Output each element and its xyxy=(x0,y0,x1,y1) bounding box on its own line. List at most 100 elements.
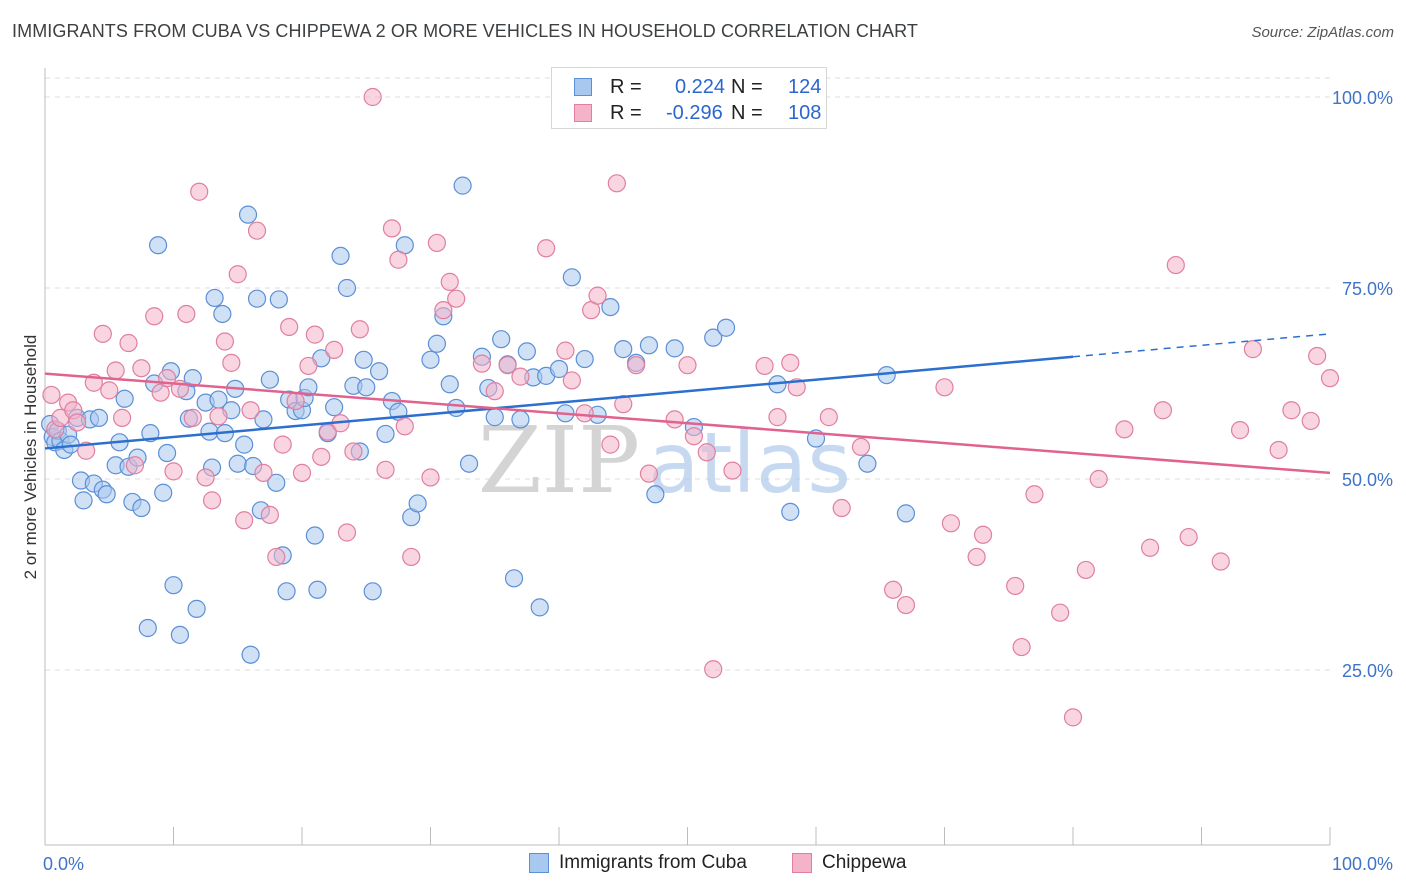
legend-n-value: 108 xyxy=(788,102,822,124)
cuba-point xyxy=(337,278,357,298)
chippewa-point xyxy=(299,356,318,376)
chippewa-point xyxy=(112,408,132,427)
chippewa-point xyxy=(896,595,916,615)
chippewa-point xyxy=(588,286,607,305)
chippewa-point xyxy=(472,354,491,373)
cuba-point xyxy=(187,599,206,618)
chippewa-point xyxy=(781,353,800,372)
cuba-point xyxy=(200,422,219,441)
cuba-point xyxy=(89,408,109,427)
chippewa-point xyxy=(395,417,414,436)
cuba-point xyxy=(704,328,723,347)
cuba-point xyxy=(115,389,134,408)
chippewa-point xyxy=(511,367,530,386)
chippewa-point xyxy=(832,498,851,518)
chippewa-point xyxy=(1320,369,1340,388)
chippewa-point xyxy=(273,435,292,454)
cuba-point xyxy=(138,618,157,638)
bottom-legend-swatch-cuba xyxy=(529,853,549,873)
chippewa-point xyxy=(973,525,993,544)
chippewa-point xyxy=(260,505,279,525)
chippewa-point xyxy=(787,378,806,397)
cuba-point xyxy=(562,268,581,287)
chippewa-point xyxy=(183,408,202,427)
chippewa-point xyxy=(704,660,723,679)
y-tick-label: 50.0% xyxy=(1342,470,1393,490)
watermark-zip: ZIP xyxy=(478,407,640,514)
cuba-point xyxy=(164,576,183,595)
cuba-point xyxy=(205,288,224,308)
cuba-point xyxy=(614,340,633,359)
cuba-point xyxy=(97,485,116,504)
chippewa-point xyxy=(209,407,228,426)
chippewa-point xyxy=(1153,401,1173,420)
chippewa-point xyxy=(106,361,125,380)
y-axis-label: 2 or more Vehicles in Household xyxy=(21,335,40,580)
chippewa-point xyxy=(1012,637,1031,657)
cuba-point xyxy=(447,398,466,418)
cuba-point xyxy=(896,504,916,523)
chippewa-point xyxy=(427,233,447,253)
chippewa-point xyxy=(190,182,209,201)
chippewa-point xyxy=(164,462,183,481)
legend-n-label: N = xyxy=(731,102,763,124)
cuba-point xyxy=(370,362,389,381)
cuba-point xyxy=(154,483,173,502)
chippewa-point xyxy=(447,289,466,308)
y-tick-label: 75.0% xyxy=(1342,279,1393,299)
cuba-point xyxy=(504,569,524,588)
chippewa-point xyxy=(305,325,324,344)
chippewa-point xyxy=(376,460,395,479)
chippewa-point xyxy=(684,427,704,446)
chippewa-point xyxy=(819,408,838,427)
chippewa-point xyxy=(312,447,331,466)
chippewa-point xyxy=(626,356,646,375)
chippewa-point xyxy=(119,333,138,353)
chippewa-point xyxy=(1308,346,1327,366)
chart-title: IMMIGRANTS FROM CUBA VS CHIPPEWA 2 OR MO… xyxy=(12,21,918,41)
chippewa-point xyxy=(241,401,260,420)
chippewa-point xyxy=(434,301,453,320)
cuba-point xyxy=(453,176,472,195)
chippewa-point xyxy=(1211,552,1230,571)
chippewa-point xyxy=(280,317,299,337)
chippewa-point xyxy=(1076,560,1095,580)
chippewa-point xyxy=(755,356,774,376)
chippewa-point xyxy=(440,272,459,291)
chippewa-point xyxy=(1025,485,1044,504)
chippewa-point xyxy=(639,464,659,483)
chippewa-point xyxy=(286,391,305,411)
chippewa-point xyxy=(196,468,215,487)
chippewa-point xyxy=(363,87,382,107)
chippewa-point xyxy=(537,239,556,258)
chippewa-point xyxy=(941,514,961,533)
chippewa-point xyxy=(601,435,620,454)
legend-n-label: N = xyxy=(731,76,763,98)
legend-r-label: R = xyxy=(610,76,642,98)
chippewa-point xyxy=(556,341,575,360)
chippewa-point xyxy=(575,404,594,423)
chippewa-point xyxy=(100,381,119,400)
chippewa-point xyxy=(93,324,112,343)
cuba-point xyxy=(354,350,373,369)
cuba-point xyxy=(260,370,279,389)
cuba-point xyxy=(132,498,151,518)
cuba-point xyxy=(459,454,479,473)
cuba-points xyxy=(41,176,916,664)
chippewa-point xyxy=(665,410,684,429)
cuba-point xyxy=(408,494,427,513)
chippewa-point xyxy=(723,461,742,480)
cuba-point xyxy=(530,598,549,617)
chippewa-point xyxy=(247,221,267,240)
grid-layer: 25.0% 50.0% 75.0% 100.0% xyxy=(45,77,1393,681)
chippewa-point xyxy=(344,442,363,461)
chippewa-point xyxy=(337,523,357,542)
chippewa-point xyxy=(485,382,504,401)
legend-swatch-chippewa xyxy=(574,104,592,122)
chippewa-point xyxy=(42,385,61,405)
chippewa-point xyxy=(267,547,286,567)
cuba-point xyxy=(646,485,665,504)
chippewa-point xyxy=(325,340,344,359)
chippewa-point xyxy=(177,304,196,324)
chippewa-point xyxy=(1140,538,1160,557)
